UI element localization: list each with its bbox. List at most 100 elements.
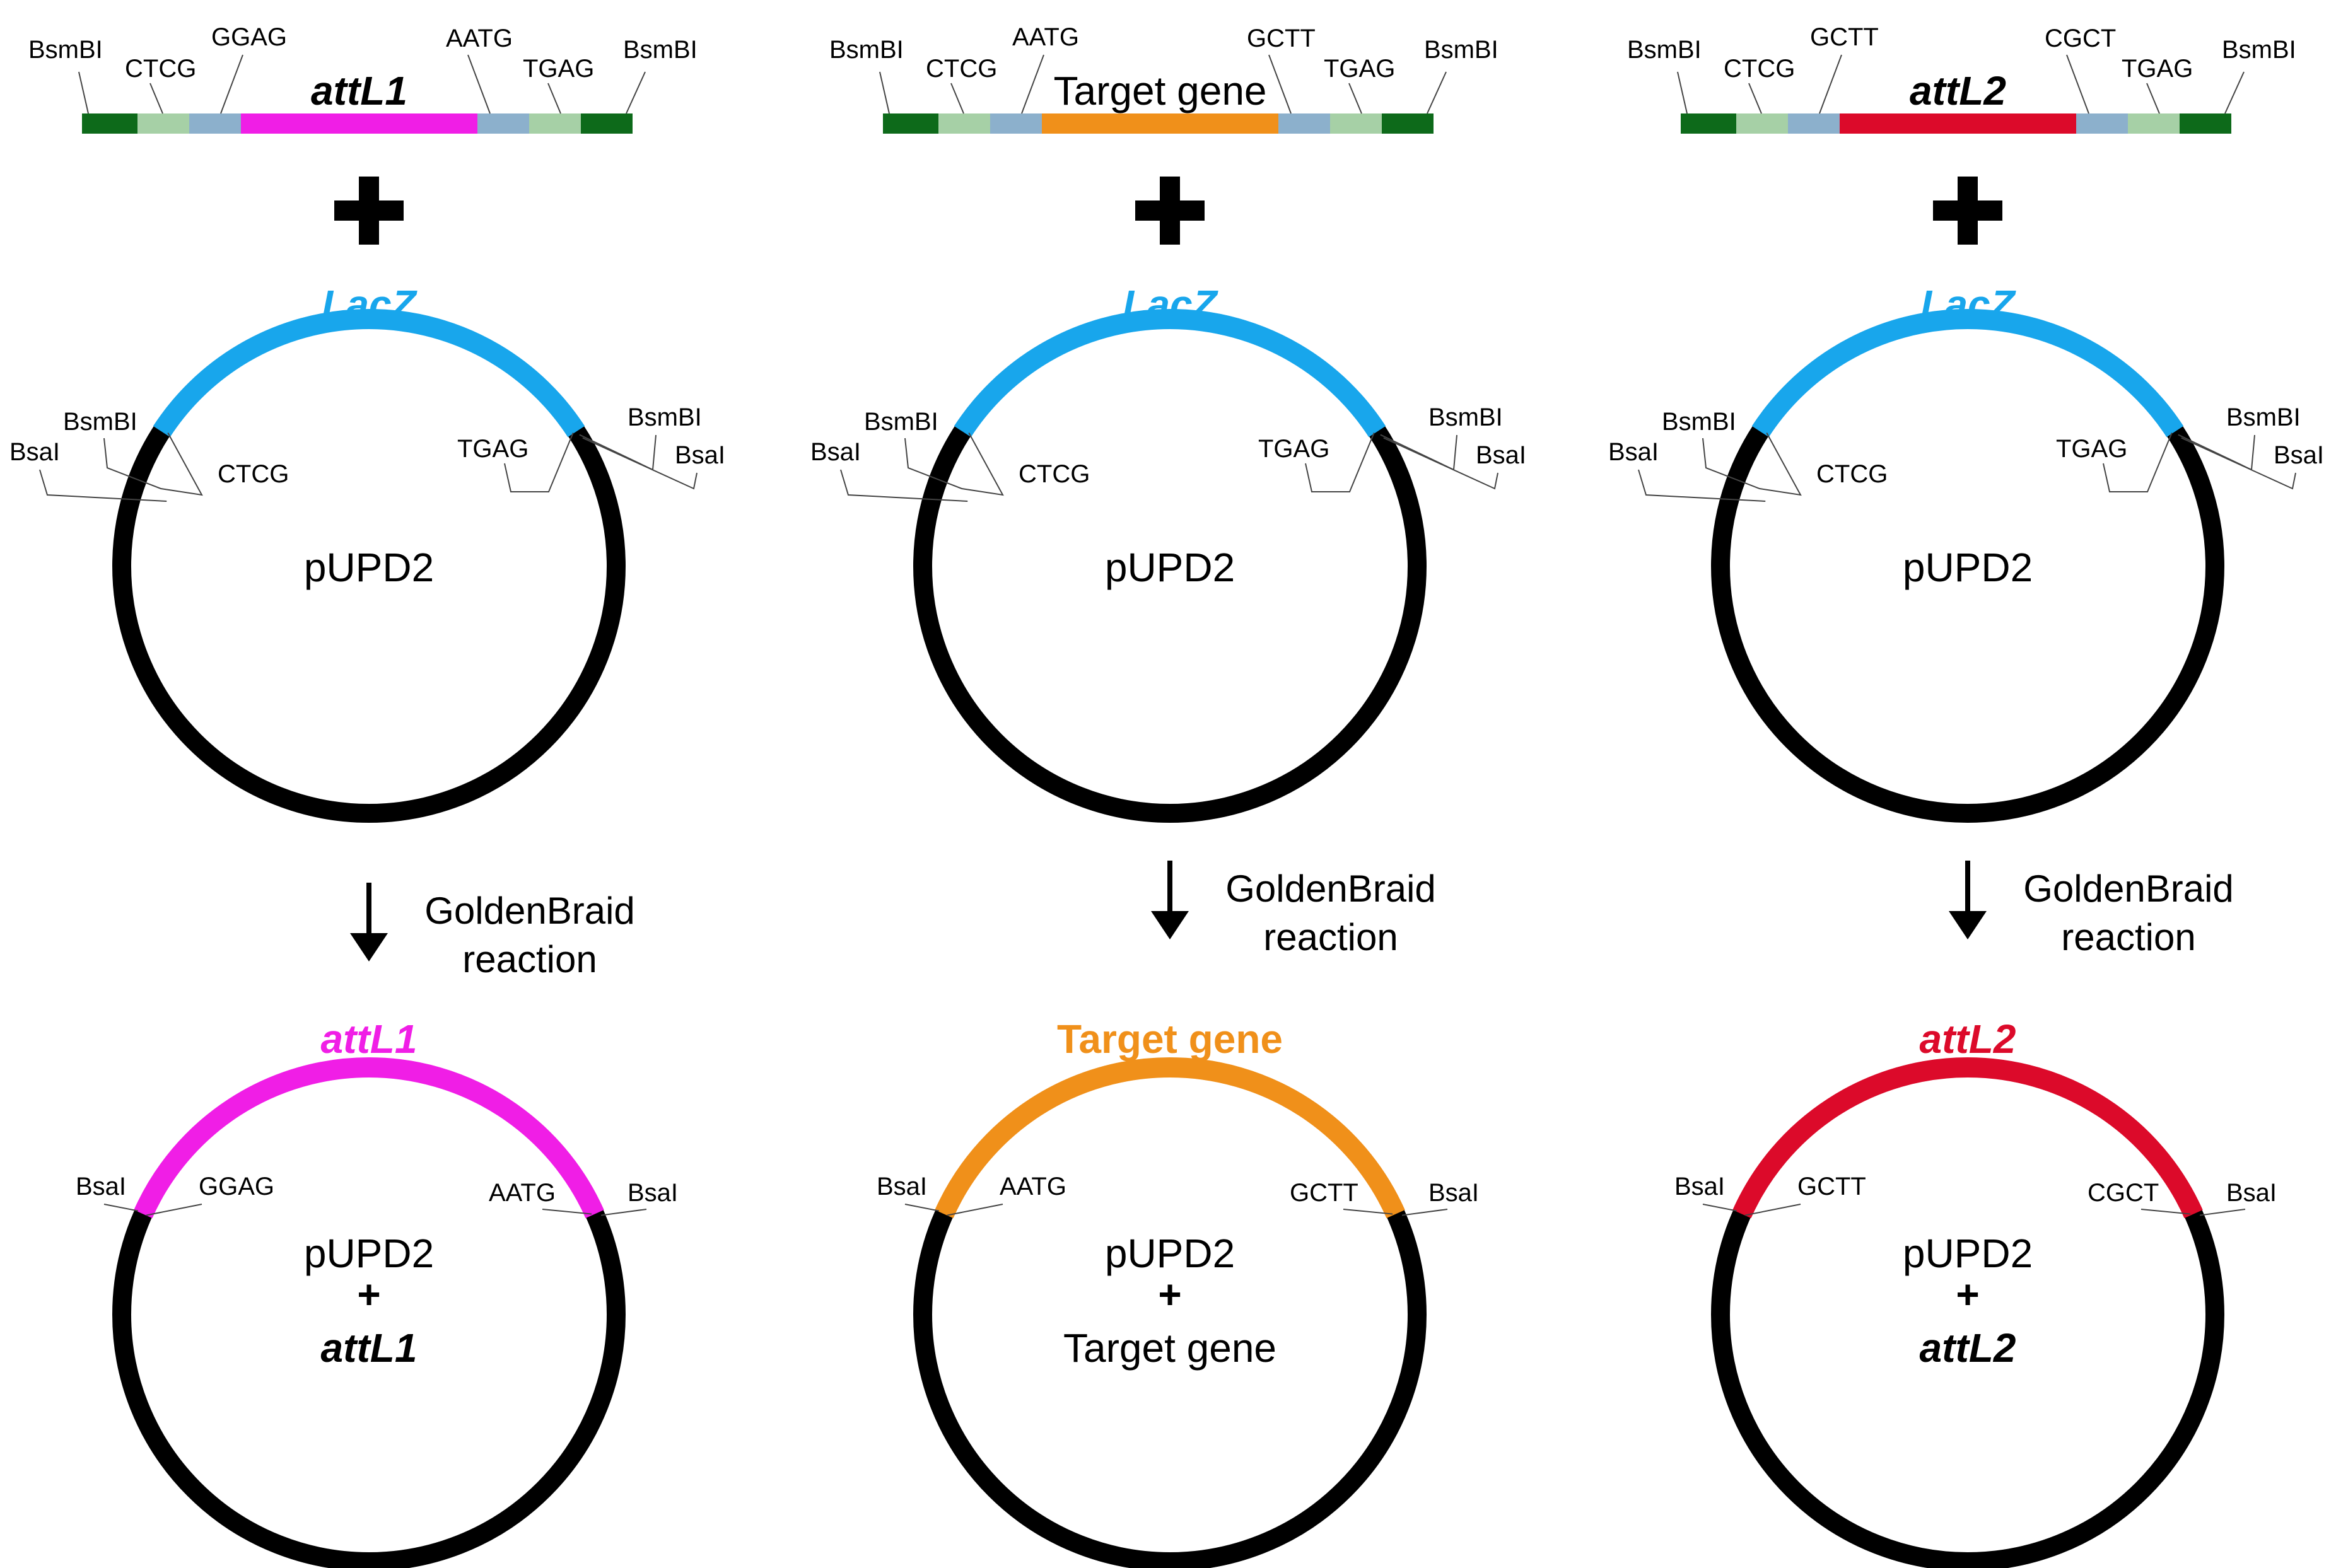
overhang-label-outer-right: TGAG <box>523 55 594 83</box>
overhang-label-left: CTCG <box>1816 460 1888 488</box>
overhang-inner-left <box>189 113 241 134</box>
arrowhead-icon <box>1949 911 1987 939</box>
leader <box>2066 54 2089 114</box>
bsmbi-site-left <box>82 113 137 134</box>
leader <box>600 1209 647 1216</box>
lacz-label: LacZ <box>1920 282 2016 327</box>
leader <box>1348 83 1362 114</box>
overhang-label-right: GCTT <box>1290 1179 1358 1207</box>
bsmbi-site-right <box>581 113 633 134</box>
leader <box>1638 469 1766 502</box>
leader <box>2140 1209 2191 1215</box>
overhang-label-left: GGAG <box>199 1173 274 1200</box>
leader <box>582 437 698 490</box>
plasmid-name-line3: attL1 <box>321 1325 418 1371</box>
plasmid-name: pUPD2 <box>1903 545 2033 590</box>
overhang-inner-right <box>1278 113 1330 134</box>
bsmbi-label-right: BsmBI <box>628 404 702 431</box>
lacz-arc <box>954 309 1386 438</box>
plus-icon <box>1933 177 2002 245</box>
product-plasmid: Target gene pUPD2+ Target gene BsaI AATG GCTT… <box>877 1016 1479 1568</box>
panel-1: BsmBI CTCG GGAG attL1 AATG TGAG BsmBI LacZ pUPD2… <box>9 23 725 1568</box>
arrowhead-icon <box>350 933 388 961</box>
lacz-label: LacZ <box>322 282 418 327</box>
insert-body <box>241 113 477 134</box>
leader <box>2103 433 2173 492</box>
overhang-label-left: CTCG <box>218 460 289 488</box>
plasmid-name: pUPD2 <box>304 545 434 590</box>
leader <box>39 469 167 502</box>
plus-icon <box>334 177 404 245</box>
overhang-outer-left <box>938 113 990 134</box>
panel-3: BsmBICTCGGCTTattL2CGCTTGAGBsmBILacZpUPD2… <box>1608 23 2324 1568</box>
bsmbi-label-right: BsmBI <box>1424 36 1498 64</box>
bsai-label-left: BsaI <box>810 438 861 466</box>
overhang-label-inner-right: GCTT <box>1247 25 1316 52</box>
reaction-label-line2: reaction <box>462 938 597 980</box>
leader <box>1021 54 1044 114</box>
leader <box>1702 1204 1737 1212</box>
plasmid-name-line1: pUPD2 <box>1105 1231 1235 1276</box>
insert-arc-label: attL1 <box>321 1016 418 1062</box>
insert-arc-label: Target gene <box>1057 1016 1283 1062</box>
overhang-outer-left <box>1736 113 1788 134</box>
plasmid-name-line3: attL2 <box>1920 1325 2016 1371</box>
reaction-step: GoldenBraid reaction <box>1949 861 2234 958</box>
overhang-label-inner-right: AATG <box>446 25 513 52</box>
overhang-label-outer-left: CTCG <box>1724 55 1795 83</box>
reaction-label-line1: GoldenBraid <box>424 890 635 932</box>
leader <box>950 83 964 114</box>
bsai-label-left: BsaI <box>877 1173 927 1200</box>
bsai-label-right: BsaI <box>1428 1179 1479 1207</box>
overhang-label-left: CTCG <box>1019 460 1090 488</box>
plasmid-name-line3: Target gene <box>1063 1325 1276 1371</box>
insert-label: attL1 <box>311 68 407 113</box>
leader <box>78 71 89 114</box>
bsai-label-left: BsaI <box>9 438 60 466</box>
bsmbi-label-left: BsmBI <box>864 408 938 436</box>
bsmbi-site-right <box>1382 113 1434 134</box>
bsai-label-left: BsaI <box>1608 438 1659 466</box>
insert-body <box>1840 113 2076 134</box>
leader <box>103 1204 139 1212</box>
leader <box>1343 1209 1393 1215</box>
reaction-label-line2: reaction <box>2061 916 2195 958</box>
bsmbi-label-right: BsmBI <box>2222 36 2296 64</box>
insert-arc <box>134 1057 604 1219</box>
overhang-inner-right <box>477 113 529 134</box>
leader <box>1427 71 1447 114</box>
bsmbi-site-left <box>883 113 938 134</box>
plasmid-name-line2: + <box>357 1272 380 1317</box>
leader <box>149 83 163 114</box>
bsmbi-label-right: BsmBI <box>2226 404 2301 431</box>
overhang-label-right: AATG <box>489 1179 556 1207</box>
bsai-label-right: BsaI <box>675 441 725 469</box>
leader <box>626 71 646 114</box>
leader <box>1819 54 1842 114</box>
overhang-label-right: TGAG <box>457 435 529 463</box>
bsai-label-right: BsaI <box>628 1179 678 1207</box>
leader <box>2181 437 2296 490</box>
overhang-outer-right <box>1330 113 1382 134</box>
leader <box>2199 1209 2246 1216</box>
product-plasmid: attL1 pUPD2+ attL1 BsaI GGAG AATG BsaI <box>76 1016 678 1568</box>
bsmbi-label-left: BsmBI <box>829 36 904 64</box>
leader <box>879 71 890 114</box>
leader <box>504 433 574 492</box>
leader <box>146 1204 202 1216</box>
plasmid-name-line1: pUPD2 <box>304 1231 434 1276</box>
bsmbi-label-left: BsmBI <box>1627 36 1702 64</box>
leader <box>1268 54 1292 114</box>
plus-icon <box>1135 177 1205 245</box>
leader <box>1702 433 1802 496</box>
leader <box>1305 433 1375 492</box>
insert-body <box>1042 113 1278 134</box>
lacz-arc <box>153 309 585 438</box>
bsmbi-label-right: BsmBI <box>1428 404 1503 431</box>
lacz-arc <box>1751 309 2184 438</box>
leader <box>2224 71 2245 114</box>
overhang-label-inner-right: CGCT <box>2045 25 2116 52</box>
overhang-outer-left <box>137 113 189 134</box>
